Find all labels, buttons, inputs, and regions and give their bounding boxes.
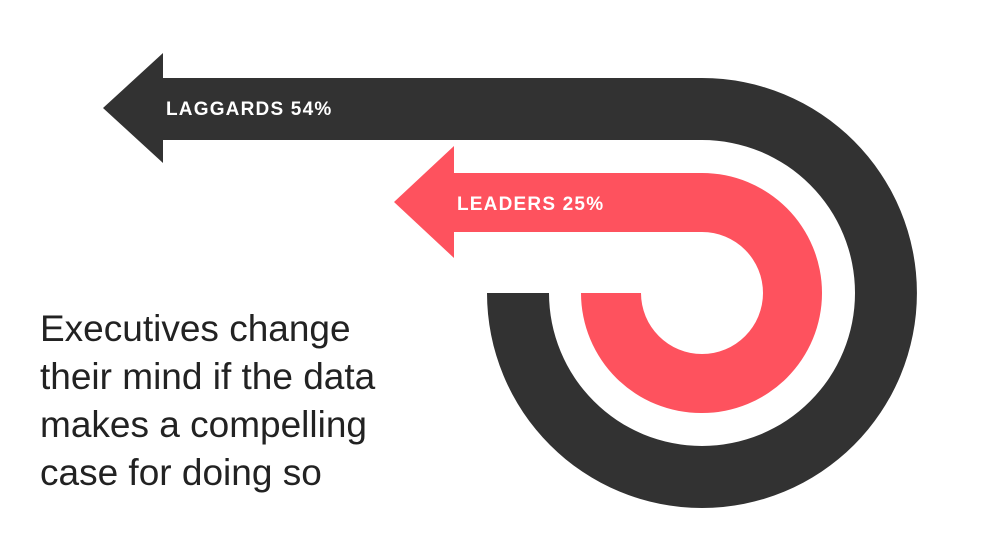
caption-text: Executives change their mind if the data… (40, 305, 460, 497)
laggards-label: LAGGARDS 54% (166, 99, 332, 120)
caption-line-4: case for doing so (40, 452, 322, 493)
caption-line-1: Executives change (40, 308, 351, 349)
leaders-label: LEADERS 25% (457, 194, 604, 215)
caption-line-2: their mind if the data (40, 356, 376, 397)
leaders-arrow-body (394, 146, 822, 414)
laggards-arrow: LAGGARDS 54% (103, 53, 917, 508)
caption-line-3: makes a compelling (40, 404, 367, 445)
leaders-arrow: LEADERS 25% (394, 146, 822, 414)
laggards-arrow-body (103, 53, 917, 508)
